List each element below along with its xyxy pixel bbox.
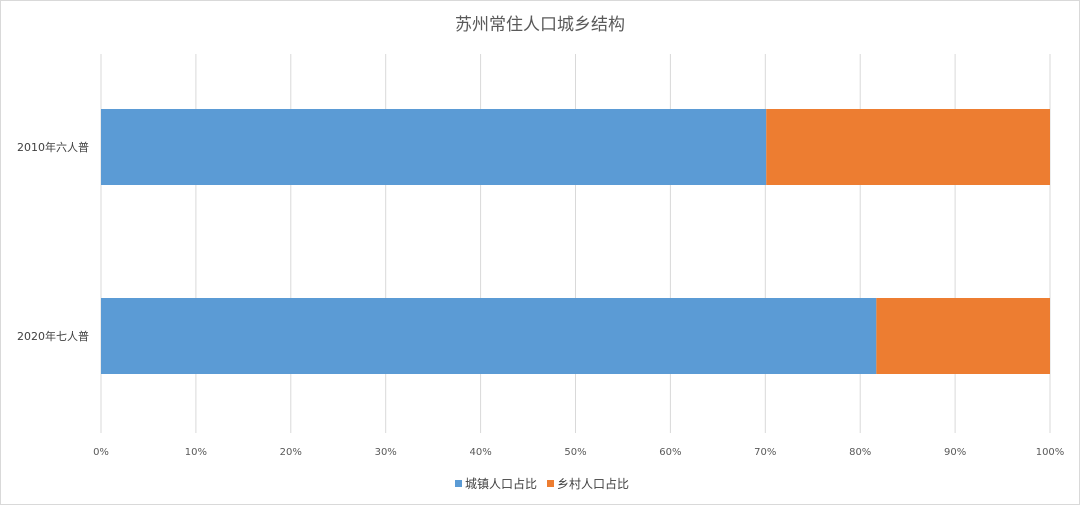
bar-segment <box>766 109 1050 185</box>
x-tick-label: 0% <box>93 447 109 458</box>
x-tick-label: 60% <box>659 447 681 458</box>
legend-label: 乡村人口占比 <box>557 476 629 491</box>
bar-segment <box>101 109 767 185</box>
x-tick-label: 10% <box>185 447 207 458</box>
legend-swatch <box>547 480 554 487</box>
bar-segment <box>876 298 1050 374</box>
legend-item[interactable]: 城镇人口占比 <box>455 476 537 491</box>
bars <box>101 109 1050 374</box>
chart-title: 苏州常住人口城乡结构 <box>455 15 625 35</box>
x-tick-label: 50% <box>564 447 586 458</box>
y-category-label: 2010年六人普 <box>17 140 89 154</box>
legend: 城镇人口占比 乡村人口占比 <box>455 476 629 491</box>
legend-swatch <box>455 480 462 487</box>
x-tick-label: 90% <box>944 447 966 458</box>
legend-label: 城镇人口占比 <box>465 476 537 491</box>
x-tick-label: 20% <box>280 447 302 458</box>
legend-item[interactable]: 乡村人口占比 <box>547 476 629 491</box>
x-tick-label: 70% <box>754 447 776 458</box>
x-tick-label: 30% <box>375 447 397 458</box>
bar-segment <box>101 298 877 374</box>
x-tick-label: 80% <box>849 447 871 458</box>
axis-labels: 0% 10% 20% 30% 40% 50% 60% 70% 80% 90% 100% 2010年六人… <box>17 140 1064 458</box>
y-category-label: 2020年七人普 <box>17 329 89 343</box>
x-tick-label: 40% <box>469 447 491 458</box>
x-tick-label: 100% <box>1036 447 1065 458</box>
